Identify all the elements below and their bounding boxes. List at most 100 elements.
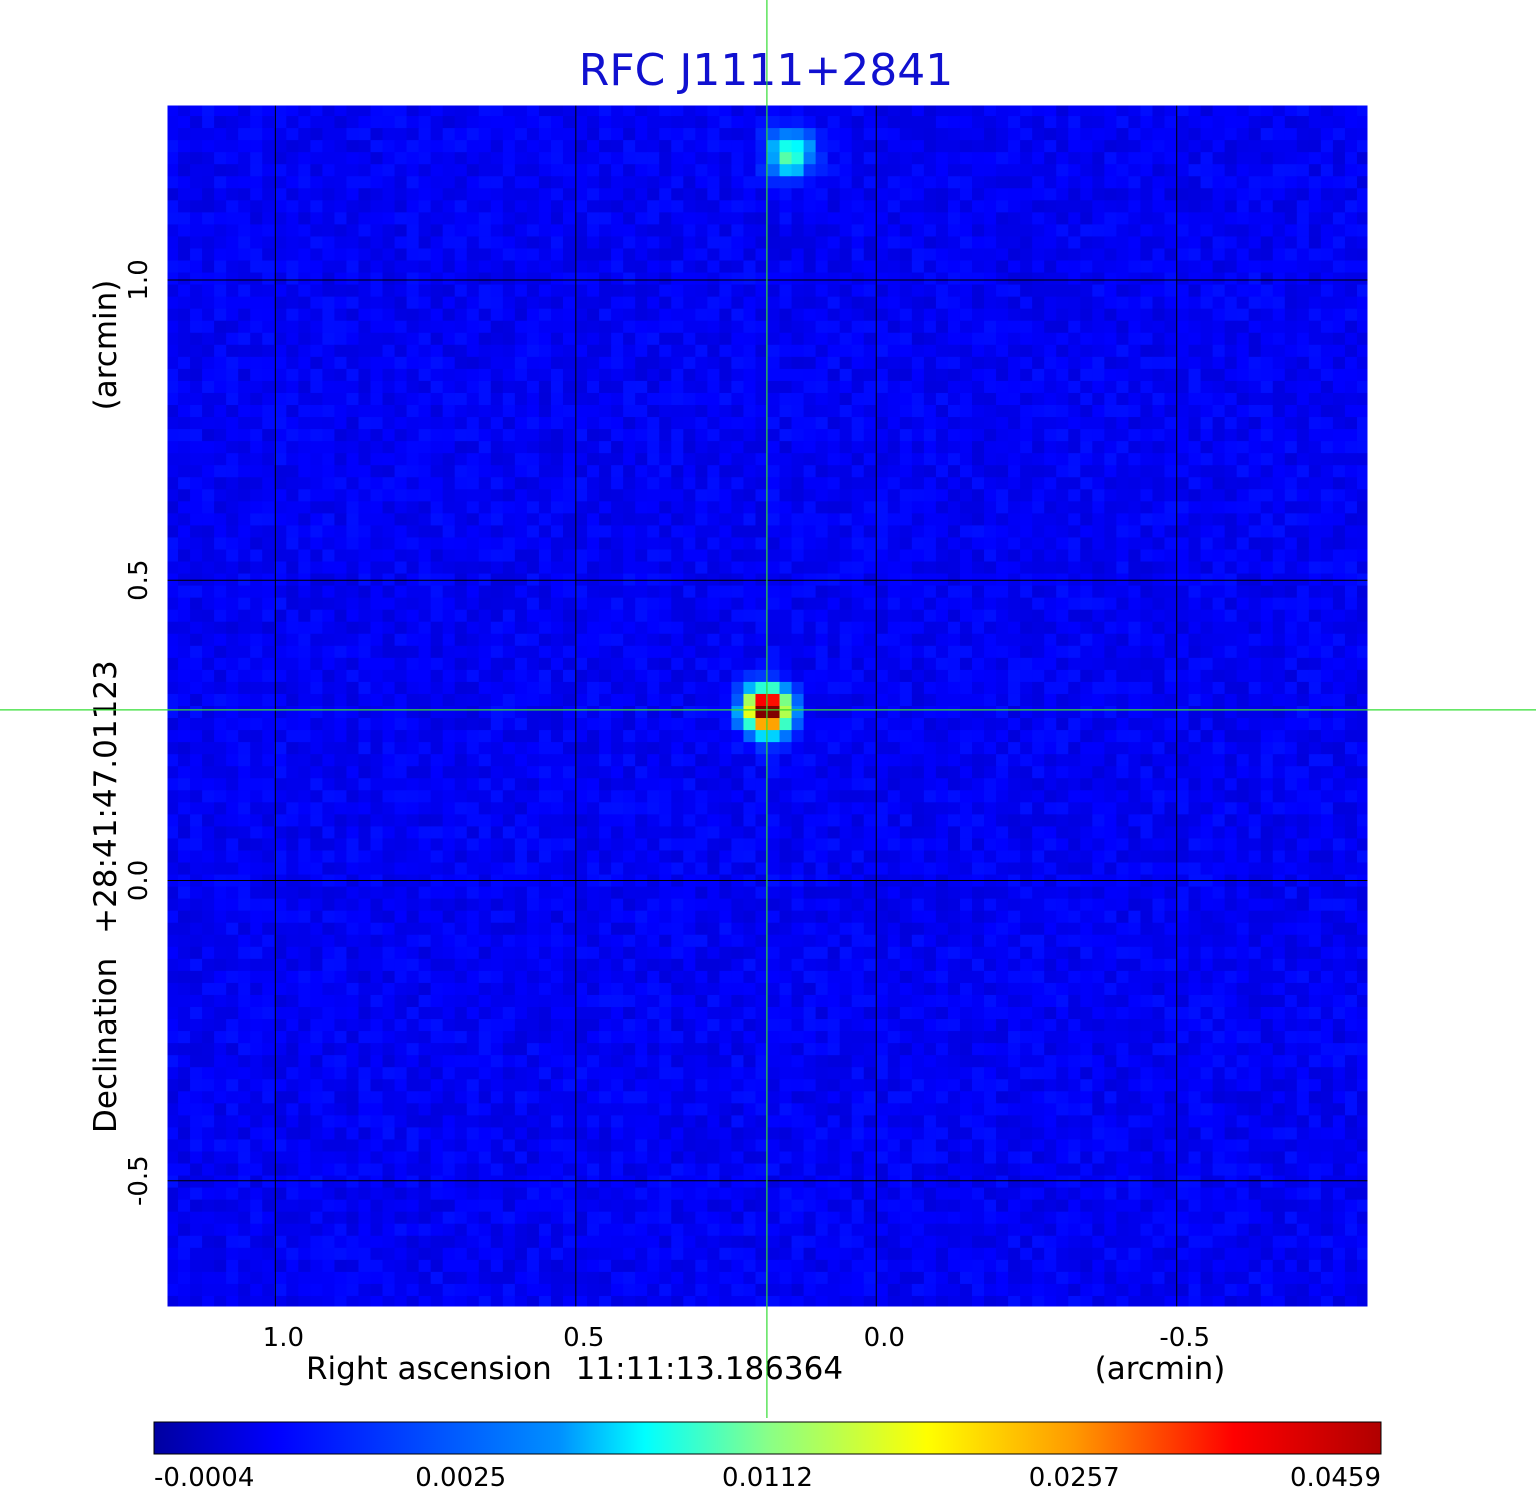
heatmap-cell — [659, 176, 672, 189]
heatmap-cell — [466, 681, 480, 695]
heatmap-cell — [1308, 104, 1322, 117]
heatmap-cell — [1272, 657, 1286, 671]
heatmap-cell — [1140, 405, 1154, 418]
heatmap-cell — [1032, 320, 1045, 334]
heatmap-cell — [683, 236, 696, 250]
heatmap-cell — [911, 200, 925, 213]
heatmap-cell — [514, 525, 528, 539]
heatmap-cell — [659, 549, 672, 563]
heatmap-cell — [647, 392, 660, 406]
heatmap-cell — [1044, 633, 1057, 647]
heatmap-cell — [959, 669, 973, 683]
heatmap-cell — [623, 152, 636, 165]
heatmap-cell — [310, 296, 323, 310]
heatmap-cell — [947, 633, 961, 647]
heatmap-cell — [478, 200, 492, 213]
heatmap-cell — [683, 585, 696, 599]
heatmap-cell — [875, 669, 889, 683]
heatmap-cell — [839, 633, 853, 647]
heatmap-cell — [996, 368, 1009, 382]
heatmap-cell — [1164, 152, 1178, 165]
heatmap-cell — [996, 405, 1009, 418]
heatmap-cell — [286, 368, 299, 382]
heatmap-cell — [815, 332, 829, 346]
heatmap-cell — [911, 453, 925, 466]
heatmap-cell — [635, 657, 648, 671]
heatmap-cell — [238, 392, 251, 406]
heatmap-cell — [1140, 669, 1154, 683]
heatmap-cell — [1152, 140, 1166, 153]
heatmap-cell — [562, 272, 576, 286]
heatmap-cell — [490, 296, 504, 310]
heatmap-cell — [1332, 657, 1346, 671]
heatmap-cell — [1128, 561, 1142, 575]
heatmap-cell — [550, 164, 564, 177]
heatmap-cell — [1296, 236, 1310, 250]
heatmap-cell — [887, 561, 901, 575]
heatmap-cell — [478, 164, 492, 177]
heatmap-cell — [238, 380, 251, 394]
heatmap-cell — [490, 681, 504, 695]
heatmap-cell — [514, 561, 528, 575]
heatmap-cell — [791, 320, 805, 334]
heatmap-cell — [1128, 465, 1142, 478]
heatmap-cell — [406, 188, 420, 201]
heatmap-cell — [286, 152, 299, 165]
heatmap-cell — [695, 585, 708, 599]
heatmap-cell — [526, 236, 540, 250]
heatmap-cell — [743, 164, 757, 177]
heatmap-cell — [538, 224, 552, 238]
heatmap-cell — [274, 609, 287, 623]
heatmap-cell — [202, 537, 215, 551]
heatmap-cell — [1020, 525, 1033, 539]
heatmap-cell — [454, 561, 468, 575]
heatmap-cell — [502, 356, 516, 370]
heatmap-cell — [406, 392, 420, 406]
heatmap-cell — [1320, 116, 1334, 129]
heatmap-cell — [575, 368, 588, 382]
heatmap-cell — [839, 140, 853, 153]
heatmap-cell — [899, 489, 913, 502]
heatmap-cell — [394, 356, 408, 370]
heatmap-cell — [1056, 549, 1069, 563]
heatmap-cell — [1224, 489, 1238, 502]
heatmap-cell — [538, 176, 552, 189]
heatmap-cell — [1356, 525, 1370, 539]
heatmap-cell — [358, 693, 372, 707]
heatmap-cell — [310, 429, 323, 442]
heatmap-cell — [599, 597, 612, 611]
heatmap-cell — [779, 681, 793, 695]
heatmap-cell — [1032, 657, 1045, 671]
heatmap-cell — [683, 272, 696, 286]
heatmap-cell — [490, 368, 504, 382]
heatmap-cell — [1032, 176, 1045, 189]
heatmap-cell — [1224, 296, 1238, 310]
heatmap-cell — [779, 477, 793, 490]
heatmap-cell — [791, 164, 805, 177]
heatmap-cell — [779, 212, 793, 225]
heatmap-cell — [250, 609, 263, 623]
heatmap-cell — [587, 212, 600, 225]
heatmap-cell — [647, 429, 660, 442]
heatmap-cell — [262, 152, 275, 165]
heatmap-cell — [370, 272, 384, 286]
heatmap-cell — [1284, 645, 1298, 659]
heatmap-cell — [683, 453, 696, 466]
heatmap-cell — [466, 104, 480, 117]
heatmap-cell — [611, 681, 624, 695]
heatmap-cell — [611, 152, 624, 165]
heatmap-cell — [562, 465, 576, 478]
heatmap-cell — [683, 429, 696, 442]
heatmap-cell — [972, 441, 985, 454]
heatmap-cell — [1200, 489, 1214, 502]
heatmap-cell — [418, 284, 432, 298]
heatmap-cell — [370, 236, 384, 250]
heatmap-cell — [1104, 392, 1117, 406]
heatmap-cell — [1200, 465, 1214, 478]
heatmap-cell — [1296, 380, 1310, 394]
heatmap-cell — [166, 212, 179, 225]
heatmap-cell — [1224, 320, 1238, 334]
heatmap-cell — [538, 356, 552, 370]
heatmap-cell — [996, 296, 1009, 310]
heatmap-cell — [262, 537, 275, 551]
